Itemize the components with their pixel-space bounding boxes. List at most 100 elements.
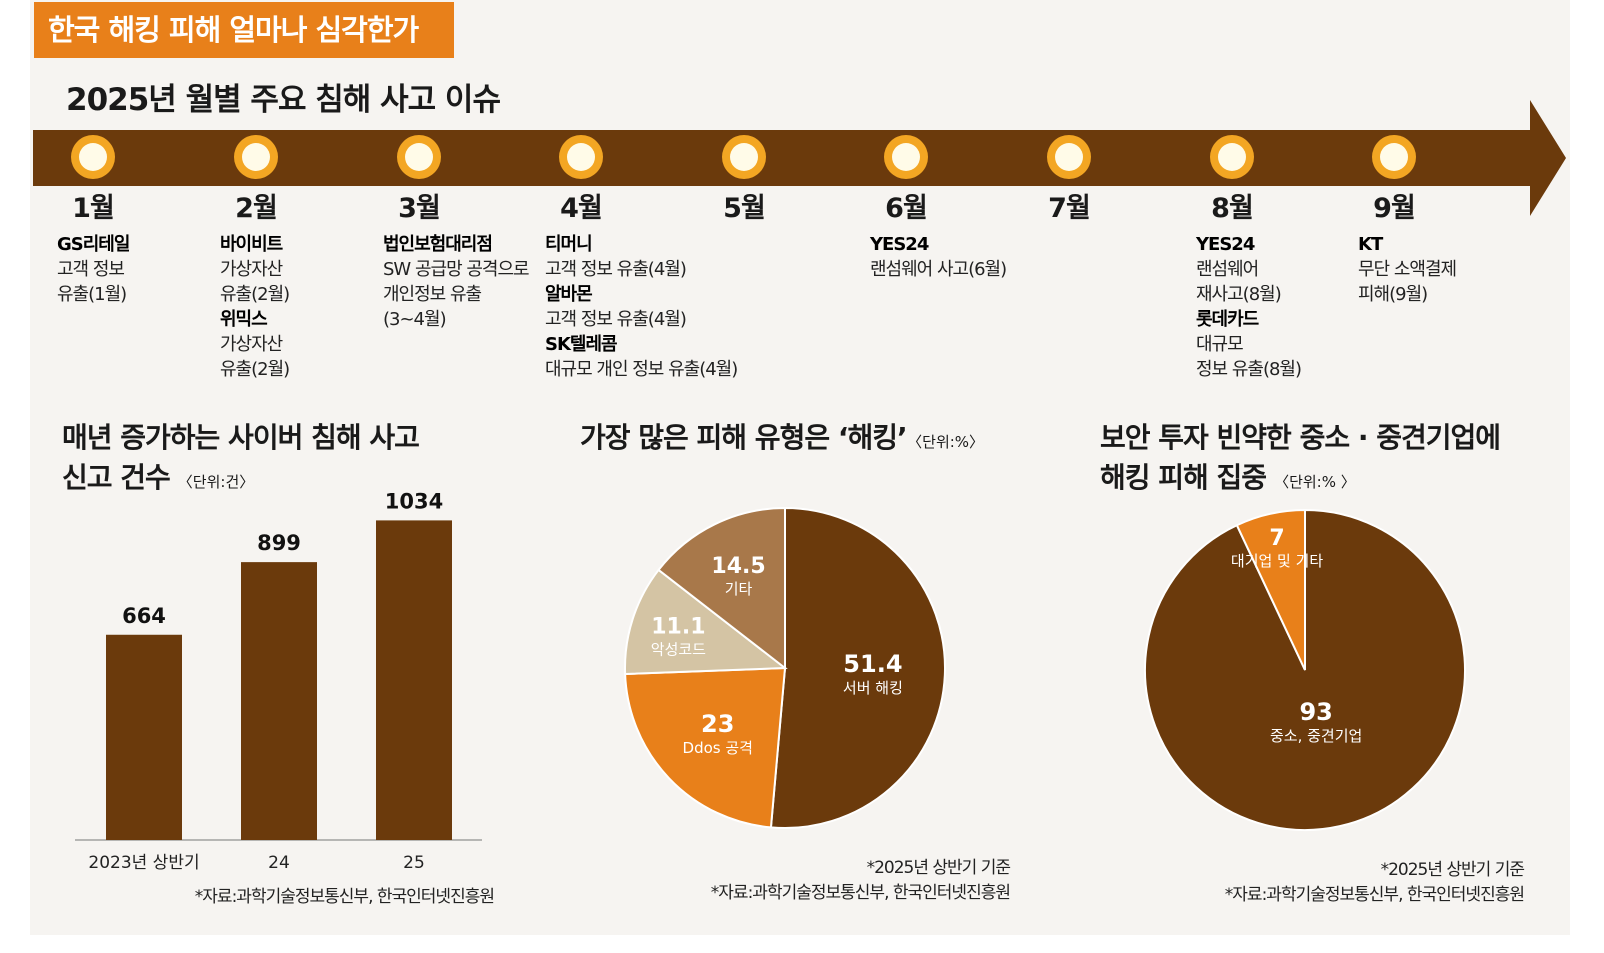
event-detail: 대규모 <box>1196 334 1244 355</box>
bar-value-label: 1034 <box>385 489 443 513</box>
pie-category-label: 중소, 중견기업 <box>1270 727 1362 745</box>
event-detail: 무단 소액결제 <box>1358 259 1457 280</box>
timeline-title: 2025년 월별 주요 침해 사고 이슈 <box>66 82 501 118</box>
timeline-node-center <box>730 143 758 171</box>
event-company: YES24 <box>1196 234 1255 255</box>
pie-slice <box>624 568 788 676</box>
pie2-source: *자료:과학기술정보통신부, 한국인터넷진흥원 <box>1224 885 1525 905</box>
timeline-node-center <box>567 143 595 171</box>
pie-slice <box>657 506 786 671</box>
pie-value-label: 23 <box>701 710 734 738</box>
pie1-title: 가장 많은 피해 유형은 ‘해킹’ 〈단위:%〉 <box>580 418 984 462</box>
timeline-month-label: 4월 <box>560 193 603 224</box>
pie-slice <box>1235 508 1306 671</box>
timeline-node-center <box>405 143 433 171</box>
pie-category-label: 대기업 및 기타 <box>1231 552 1324 570</box>
event-company: SK텔레콤 <box>545 334 618 355</box>
event-detail: 대규모 개인 정보 유출(4월) <box>545 359 738 380</box>
pie-value-label: 7 <box>1269 526 1284 551</box>
bar-chart-title: 매년 증가하는 사이버 침해 사고 신고 건수 〈단위:건〉 <box>62 418 420 502</box>
timeline-arrow-shape <box>33 100 1566 216</box>
event-detail: (3~4월) <box>383 309 447 330</box>
timeline-events: YES24 랜섬웨어 사고(6월) <box>870 232 1007 282</box>
timeline-node-center <box>1380 143 1408 171</box>
bar-chart-title-line1: 매년 증가하는 사이버 침해 사고 <box>62 421 420 454</box>
timeline-month-label: 6월 <box>885 193 928 224</box>
bar <box>376 520 452 840</box>
timeline-node-center <box>242 143 270 171</box>
event-detail: 랜섬웨어 <box>1196 259 1259 280</box>
pie-slice <box>769 506 946 829</box>
bar-category-label: 2023년 상반기 <box>88 853 199 873</box>
pie-value-label: 14.5 <box>711 554 765 579</box>
event-detail: 피해(9월) <box>1358 284 1428 305</box>
event-company: YES24 <box>870 234 929 255</box>
timeline-month-label: 9월 <box>1373 193 1416 224</box>
event-detail: 랜섬웨어 사고(6월) <box>870 259 1007 280</box>
pie2-title-line1: 보안 투자 빈약한 중소 · 중견기업에 <box>1100 421 1501 454</box>
event-company: 위믹스 <box>220 309 268 330</box>
event-company: KT <box>1358 234 1383 255</box>
event-detail: SW 공급망 공격으로 <box>383 259 530 280</box>
pie1-note: *2025년 상반기 기준 <box>866 858 1011 878</box>
event-detail: 유출(2월) <box>220 284 290 305</box>
timeline-node-center <box>1218 143 1246 171</box>
event-detail: 가상자산 <box>220 334 283 355</box>
bar-value-label: 899 <box>257 531 301 555</box>
pie1-unit: 〈단위:%〉 <box>914 433 985 451</box>
pie-category-label: 서버 해킹 <box>843 679 903 697</box>
timeline-events: 바이비트 가상자산 유출(2월) 위믹스 가상자산 유출(2월) <box>220 232 290 382</box>
pie2-title-line2: 해킹 피해 집중 <box>1100 461 1267 494</box>
event-detail: 가상자산 <box>220 259 283 280</box>
timeline-events: 티머니 고객 정보 유출(4월) 알바몬 고객 정보 유출(4월) SK텔레콤 대규모 개… <box>545 232 738 382</box>
event-detail: 재사고(8월) <box>1196 284 1282 305</box>
timeline-month-label: 8월 <box>1211 193 1254 224</box>
event-detail: 고객 정보 <box>57 259 125 280</box>
event-company: 롯데카드 <box>1196 309 1259 330</box>
pie-category-label: 기타 <box>725 580 753 598</box>
event-detail: 고객 정보 유출(4월) <box>545 259 687 280</box>
event-detail: 개인정보 유출 <box>383 284 482 305</box>
timeline-month-label: 5월 <box>723 193 766 224</box>
bar-chart-unit: 〈단위:건〉 <box>177 473 255 491</box>
bar-source: *자료:과학기술정보통신부, 한국인터넷진흥원 <box>194 887 495 907</box>
pie2-note: *2025년 상반기 기준 <box>1380 860 1525 880</box>
pie-value-label: 11.1 <box>651 615 705 640</box>
pie-slice <box>624 666 787 829</box>
pie2-unit: 〈단위:% 〉 <box>1274 473 1356 491</box>
pie1-source: *자료:과학기술정보통신부, 한국인터넷진흥원 <box>710 883 1011 903</box>
bar-chart: 664 2023년 상반기 899 24 1034 25 <box>75 489 482 873</box>
timeline-month-label: 1월 <box>72 193 115 224</box>
event-detail: 유출(1월) <box>57 284 127 305</box>
bar <box>241 562 317 840</box>
pie-category-label: Ddos 공격 <box>683 739 753 757</box>
timeline-arrow <box>33 100 1566 216</box>
event-company: 바이비트 <box>220 234 283 255</box>
bar-chart-title-line2: 신고 건수 <box>62 461 171 494</box>
timeline-month-label: 3월 <box>398 193 441 224</box>
timeline-month-label: 2월 <box>235 193 278 224</box>
pie-category-label: 악성코드 <box>651 641 706 659</box>
event-company: 티머니 <box>545 234 593 255</box>
timeline-node-center <box>79 143 107 171</box>
event-company: GS리테일 <box>57 234 130 255</box>
pie1-title-text: 가장 많은 피해 유형은 ‘해킹’ <box>580 421 908 454</box>
bar-category-label: 25 <box>403 853 425 873</box>
event-detail: 유출(2월) <box>220 359 290 380</box>
timeline-month-label: 7월 <box>1048 193 1091 224</box>
timeline-node-center <box>1055 143 1083 171</box>
event-company: 알바몬 <box>545 284 593 305</box>
bar-value-label: 664 <box>122 604 166 628</box>
pie2-title: 보안 투자 빈약한 중소 · 중견기업에 해킹 피해 집중 〈단위:% 〉 <box>1100 418 1501 502</box>
event-detail: 정보 유출(8월) <box>1196 359 1302 380</box>
event-company: 법인보험대리점 <box>383 234 493 255</box>
pie-value-label: 93 <box>1299 698 1332 726</box>
header-tab-title: 한국 해킹 피해 얼마나 심각한가 <box>34 2 454 58</box>
pie-value-label: 51.4 <box>843 650 902 678</box>
